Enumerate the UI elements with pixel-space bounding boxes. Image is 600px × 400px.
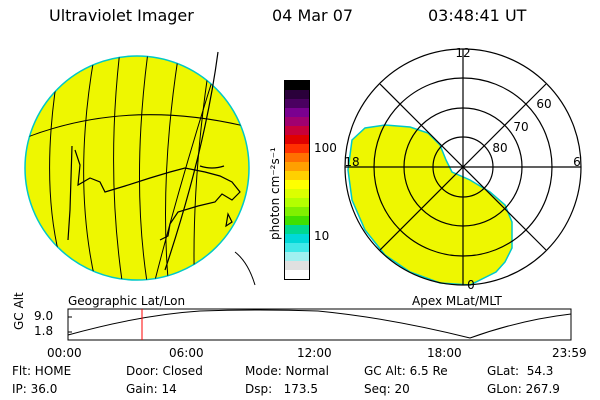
colorbar-segment	[285, 207, 309, 216]
colorbar-segment	[285, 198, 309, 207]
lat-label-70: 70	[513, 120, 528, 134]
altitude-plot-frame	[67, 308, 572, 341]
geo-grid-edge	[234, 251, 256, 286]
mlt-label-right: 6	[573, 155, 581, 169]
colorbar-segment	[285, 225, 309, 234]
door-status: Door: Closed	[126, 364, 203, 378]
mlt-label-top: 12	[455, 46, 470, 60]
colorbar-segment	[285, 162, 309, 171]
geo-coastline	[67, 51, 241, 271]
glon-value: GLon: 267.9	[487, 382, 560, 396]
polar-image-fill	[347, 124, 513, 286]
polar-panel-label: Apex MLat/MLT	[412, 294, 502, 308]
seq-value: Seq: 20	[364, 382, 410, 396]
altitude-xtick-1800: 18:00	[427, 346, 462, 360]
colorbar-segment	[285, 135, 309, 144]
colorbar-segment	[285, 81, 309, 90]
ip-value: IP: 36.0	[12, 382, 58, 396]
colorbar-segment	[285, 216, 309, 225]
colorbar-segment	[285, 144, 309, 153]
flight-status: Flt: HOME	[12, 364, 72, 378]
colorbar-segment	[285, 252, 309, 261]
app-title: Ultraviolet Imager	[49, 6, 194, 25]
altitude-xtick-1200: 12:00	[297, 346, 332, 360]
dsp-value: Dsp: 173.5	[245, 382, 318, 396]
geo-panel-label: Geographic Lat/Lon	[68, 294, 186, 308]
gc-alt-value: GC Alt: 6.5 Re	[364, 364, 448, 378]
altitude-ylabel: GC Alt	[12, 292, 26, 330]
colorbar-segment	[285, 171, 309, 180]
lat-label-60: 60	[536, 97, 551, 111]
colorbar-segment	[285, 126, 309, 135]
date-label: 04 Mar 07	[272, 6, 354, 25]
polar-grid	[344, 48, 582, 286]
colorbar-segment	[285, 234, 309, 243]
colorbar-tick-100: 100	[314, 141, 337, 155]
glat-value: GLat: 54.3	[487, 364, 554, 378]
altitude-xtick-2359: 23:59	[552, 346, 587, 360]
time-label: 03:48:41 UT	[428, 6, 527, 25]
color-scale-bar	[284, 80, 310, 280]
colorbar-segment	[285, 189, 309, 198]
lat-label-80: 80	[492, 141, 507, 155]
colorbar-segment	[285, 153, 309, 162]
colorbar-segment	[285, 270, 309, 279]
mode-status: Mode: Normal	[245, 364, 329, 378]
colorbar-segment	[285, 117, 309, 126]
colorbar-segment	[285, 180, 309, 189]
colorbar-segment	[285, 108, 309, 117]
colorbar-segment	[285, 99, 309, 108]
altitude-ytick-1-8: 1.8	[34, 324, 54, 338]
geo-image-disk	[24, 55, 250, 281]
altitude-xtick-0000: 00:00	[47, 346, 82, 360]
mlt-label-left: 18	[344, 155, 359, 169]
gain-value: Gain: 14	[126, 382, 177, 396]
colorbar-segment	[285, 90, 309, 99]
altitude-xtick-0600: 06:00	[169, 346, 204, 360]
colorbar-segment	[285, 261, 309, 270]
colorbar-tick-10: 10	[314, 229, 330, 243]
altitude-curve	[67, 309, 572, 339]
colorbar-segment	[285, 243, 309, 252]
mlt-label-bottom: 0	[467, 278, 475, 292]
altitude-ytick-9: 9.0	[34, 309, 54, 323]
